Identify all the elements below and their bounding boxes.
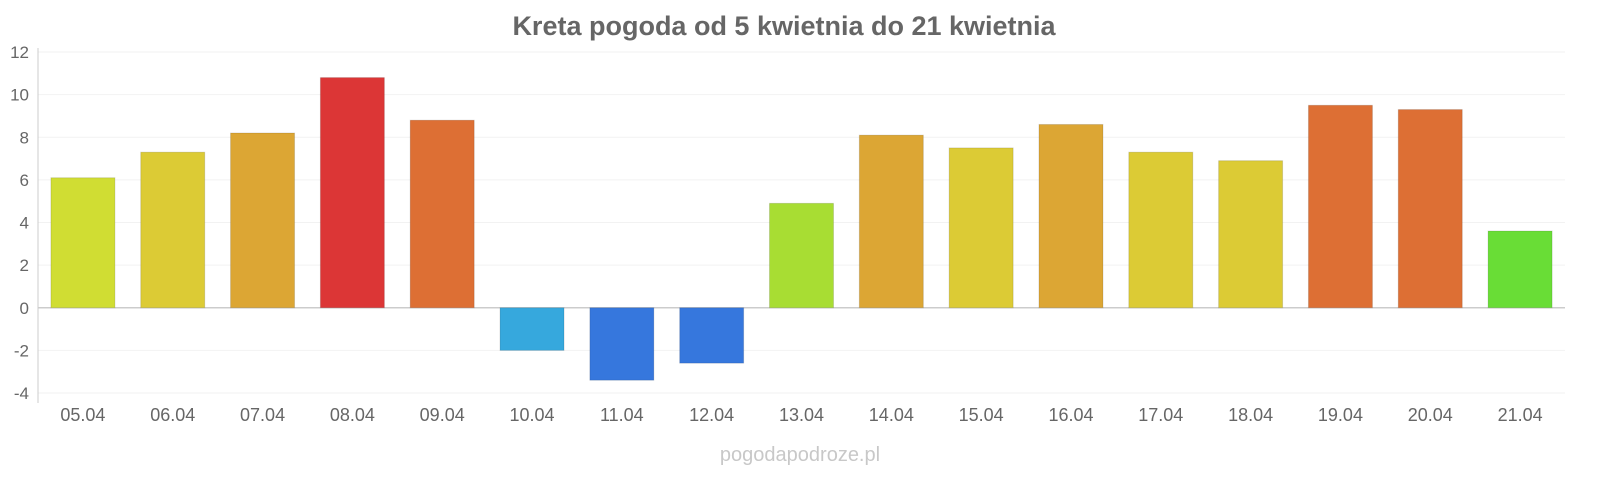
bar-09.04 bbox=[409, 119, 475, 309]
bar-12.04 bbox=[679, 307, 745, 364]
y-tick-label: 12 bbox=[10, 43, 29, 62]
x-tick-label: 19.04 bbox=[1318, 405, 1363, 425]
y-tick-label: 0 bbox=[20, 299, 29, 318]
x-tick-label: 11.04 bbox=[600, 405, 644, 425]
bar-20.04 bbox=[1397, 109, 1463, 309]
x-tick-label: 21.04 bbox=[1498, 405, 1543, 425]
y-tick-label: -2 bbox=[14, 341, 29, 360]
y-tick-label: 8 bbox=[20, 128, 29, 147]
bar-05.04 bbox=[50, 177, 116, 309]
bar-17.04 bbox=[1128, 151, 1194, 309]
watermark: pogodapodroze.pl bbox=[720, 444, 880, 466]
x-tick-label: 12.04 bbox=[689, 405, 734, 425]
bar-21.04 bbox=[1487, 230, 1553, 309]
x-tick-label: 06.04 bbox=[150, 405, 195, 425]
bar-15.04 bbox=[948, 147, 1014, 309]
bar-19.04 bbox=[1307, 104, 1373, 309]
bar-18.04 bbox=[1218, 160, 1284, 309]
chart-title: Kreta pogoda od 5 kwietnia do 21 kwietni… bbox=[512, 11, 1056, 41]
x-tick-label: 15.04 bbox=[959, 405, 1004, 425]
bar-10.04 bbox=[499, 307, 565, 351]
bar-14.04 bbox=[858, 134, 924, 309]
y-tick-label: 4 bbox=[20, 214, 29, 233]
x-tick-label: 14.04 bbox=[869, 405, 914, 425]
bar-13.04 bbox=[769, 202, 834, 309]
bar-08.04 bbox=[319, 77, 385, 309]
x-tick-label: 07.04 bbox=[240, 405, 285, 425]
y-tick-label: 10 bbox=[10, 86, 29, 105]
bar-11.04 bbox=[589, 307, 655, 381]
x-tick-label: 20.04 bbox=[1408, 405, 1453, 425]
y-tick-label: 6 bbox=[20, 171, 29, 190]
x-tick-label: 13.04 bbox=[779, 405, 824, 425]
x-tick-label: 10.04 bbox=[510, 405, 555, 425]
bar-06.04 bbox=[140, 151, 206, 309]
y-tick-label: -4 bbox=[14, 384, 29, 403]
bar-07.04 bbox=[230, 132, 296, 309]
y-tick-label: 2 bbox=[20, 256, 29, 275]
bar-16.04 bbox=[1038, 123, 1104, 309]
x-tick-label: 08.04 bbox=[330, 405, 375, 425]
x-tick-label: 16.04 bbox=[1048, 405, 1093, 425]
x-tick-label: 09.04 bbox=[420, 405, 465, 425]
x-tick-label: 18.04 bbox=[1228, 405, 1273, 425]
x-tick-label: 05.04 bbox=[60, 405, 105, 425]
x-tick-label: 17.04 bbox=[1138, 405, 1183, 425]
